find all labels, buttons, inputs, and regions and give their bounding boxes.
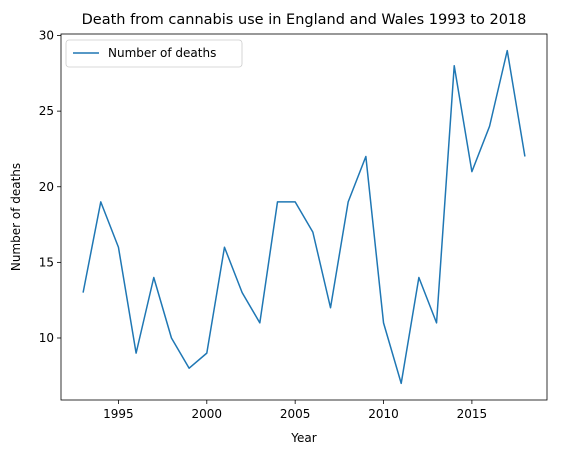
y-tick-label: 25 (39, 104, 54, 118)
x-tick-label: 2005 (280, 407, 311, 421)
x-axis: 1995 2000 2005 2010 2015 (103, 400, 487, 421)
plot-area (60, 33, 548, 401)
legend: Number of deaths (65, 39, 243, 68)
x-tick-label: 2010 (368, 407, 399, 421)
legend-frame (65, 39, 243, 68)
y-tick-label: 20 (39, 180, 54, 194)
y-tick-label: 10 (39, 331, 54, 345)
x-axis-label: Year (290, 431, 316, 445)
x-tick-label: 1995 (103, 407, 134, 421)
series-line (82, 49, 526, 385)
chart-title: Death from cannabis use in England and W… (82, 12, 527, 28)
y-axis: 10 15 20 25 30 (39, 29, 61, 345)
legend-label: Number of deaths (108, 46, 216, 60)
y-tick-label: 15 (39, 255, 54, 269)
plot-frame (60, 33, 548, 401)
y-tick-label: 30 (39, 29, 54, 43)
x-tick-label: 2015 (457, 407, 488, 421)
x-tick-label: 2000 (192, 407, 223, 421)
y-axis-label: Number of deaths (9, 163, 23, 271)
